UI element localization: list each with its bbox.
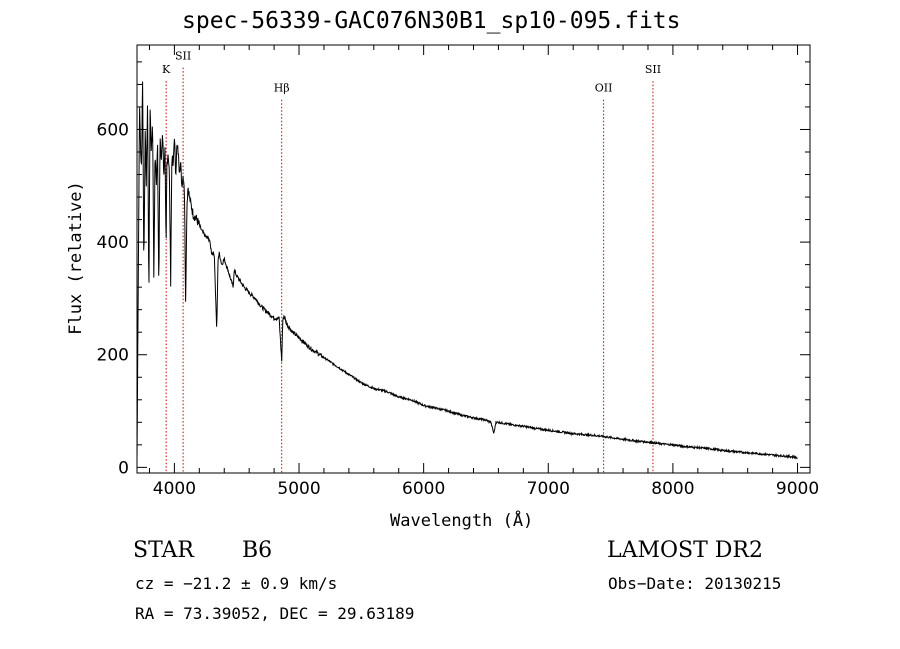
- x-tick-label-5: 9000: [776, 479, 819, 499]
- spectrum-line: [136, 81, 798, 462]
- x-tick-label-2: 6000: [402, 479, 445, 499]
- spectral-line-markers: K SII Hβ OII SII: [162, 50, 661, 473]
- y-tick-label-3: 600: [97, 120, 129, 140]
- chart-title: spec-56339-GAC076N30B1_sp10-095.fits: [182, 8, 681, 34]
- x-tick-label-3: 7000: [527, 479, 570, 499]
- marker-label-4: SII: [645, 63, 661, 76]
- x-axis-label: Wavelength (Å): [390, 511, 534, 531]
- ra-dec-coordinates: RA = 73.39052, DEC = 29.63189: [135, 604, 415, 623]
- marker-label-2: Hβ: [274, 82, 290, 95]
- y-tick-label-2: 400: [97, 233, 129, 253]
- marker-label-0: K: [162, 63, 171, 76]
- axis-ticks: 4000 5000 6000 7000 8000 9000 0 200 400 600: [97, 45, 819, 499]
- marker-label-3: OII: [595, 82, 613, 95]
- x-tick-label-1: 5000: [277, 479, 320, 499]
- x-tick-label-0: 4000: [153, 479, 196, 499]
- survey-name: LAMOST DR2: [607, 538, 763, 563]
- y-tick-label-0: 0: [118, 458, 129, 478]
- spectrum-layer: [136, 81, 798, 462]
- marker-label-1: SII: [175, 50, 191, 63]
- observation-date: Obs−Date: 20130215: [608, 574, 782, 593]
- object-class: STAR: [133, 538, 194, 563]
- x-tick-label-4: 8000: [651, 479, 694, 499]
- plot-frame: [136, 44, 811, 474]
- y-axis-label: Flux (relative): [66, 181, 86, 335]
- y-tick-label-1: 200: [97, 346, 129, 366]
- object-subclass: B6: [242, 538, 273, 563]
- redshift-velocity: cz = −21.2 ± 0.9 km/s: [135, 574, 338, 593]
